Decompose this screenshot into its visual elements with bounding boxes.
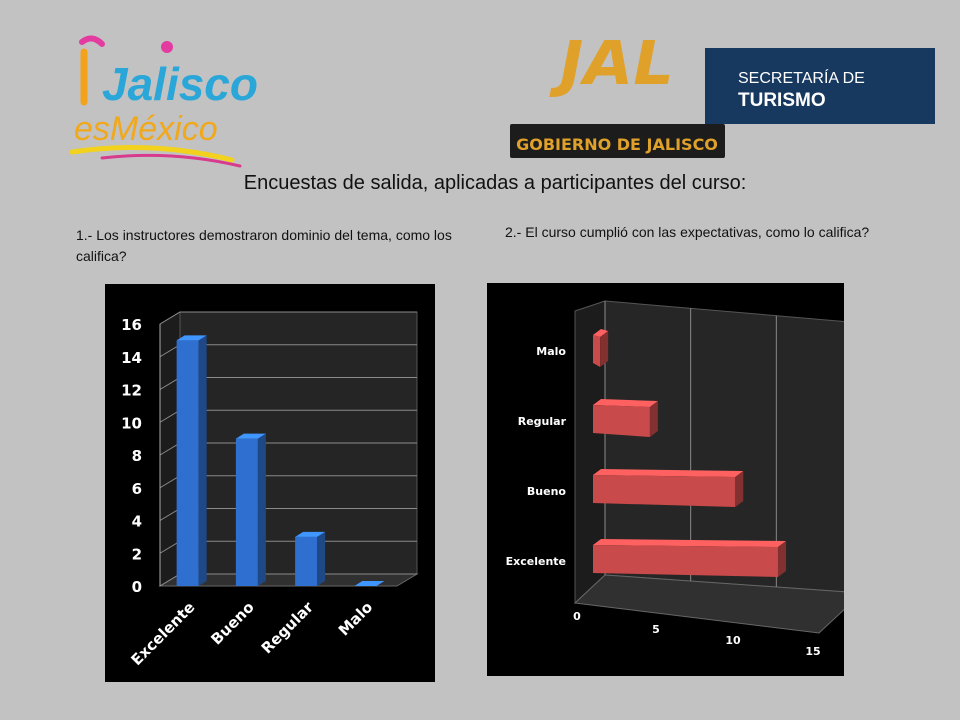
x-tick-label: 10 <box>725 634 741 647</box>
y-category-label: Regular <box>518 415 567 428</box>
y-tick-label: 10 <box>121 414 142 432</box>
x-tick-label: 15 <box>805 645 820 658</box>
chart-expectativas-svg: 0 5 10 15 Excelente Bueno Regular Malo <box>506 300 844 658</box>
logo-esmexico-text: esMéxico <box>74 110 218 148</box>
bar-malo <box>354 581 385 586</box>
bar-excelente <box>593 539 786 577</box>
gridline <box>159 311 417 325</box>
logo-jalisco-text: Jalisco <box>102 58 258 110</box>
y-tick-label: 12 <box>121 382 142 400</box>
x-category-label: Regular <box>258 598 318 658</box>
y-tick-label: 4 <box>132 513 142 531</box>
bar-top <box>235 433 266 439</box>
y-tick-label: 2 <box>132 545 142 563</box>
bar-front <box>593 545 778 577</box>
bar-bueno <box>235 433 266 586</box>
page-title: Encuestas de salida, aplicadas a partici… <box>243 172 747 194</box>
bar-front <box>593 335 601 367</box>
bar-top <box>593 399 658 407</box>
y-category-label: Bueno <box>527 485 567 498</box>
x-category-label: Excelente <box>128 598 199 669</box>
floor <box>573 574 844 634</box>
question-2: 2.- El curso cumplió con las expectativa… <box>505 224 870 240</box>
bar-front <box>593 475 736 507</box>
chart-expectativas: 0 5 10 15 Excelente Bueno Regular Malo <box>487 283 844 676</box>
bar-side <box>257 433 266 586</box>
logo-jal-mark: JAL <box>549 40 674 100</box>
y-category-label: Excelente <box>506 555 566 568</box>
y-tick-label: 8 <box>132 447 142 465</box>
x-tick-label: 5 <box>652 623 660 636</box>
chart-instructores-svg: 0 2 4 6 8 10 12 14 16 Excelente Bueno Regular Malo <box>121 311 419 669</box>
bar-front <box>593 405 650 437</box>
bar-side <box>198 335 207 586</box>
bar-side <box>735 471 744 507</box>
bar-front <box>295 536 318 586</box>
gobierno-jalisco-logo: SECRETARÍA DE TURISMO JAL GOBIERNO DE JA… <box>510 26 935 160</box>
logo-turismo-text: TURISMO <box>738 90 826 111</box>
x-tick-label: 0 <box>573 610 581 623</box>
bar-top <box>354 581 385 586</box>
bar-side <box>317 531 326 586</box>
bar-front <box>235 438 258 586</box>
logo-gobierno-text: GOBIERNO DE JALISCO <box>516 135 718 154</box>
bar-top <box>295 531 326 537</box>
y-tick-label: 6 <box>132 480 142 498</box>
x-category-label: Malo <box>335 598 376 639</box>
bar-bueno <box>593 469 744 507</box>
bar-side <box>649 401 658 437</box>
bar-top <box>593 329 609 337</box>
y-tick-label: 14 <box>121 349 142 367</box>
bar-malo <box>593 329 609 367</box>
bar-regular <box>593 399 658 437</box>
bar-top <box>593 469 744 477</box>
logo-secretaria-text: SECRETARÍA DE <box>738 68 865 87</box>
bar-top <box>593 539 786 547</box>
y-category-label: Malo <box>536 345 566 358</box>
question-1: 1.- Los instructores demostraron dominio… <box>76 227 452 264</box>
x-category-label: Bueno <box>207 598 257 648</box>
bar-side <box>600 331 609 367</box>
chart-instructores: 0 2 4 6 8 10 12 14 16 Excelente Bueno Regular Malo <box>105 284 435 682</box>
bar-front <box>176 340 199 586</box>
bar-regular <box>295 531 326 586</box>
y-tick-label: 0 <box>132 578 142 596</box>
bar-top <box>176 335 207 341</box>
jalisco-es-mexico-logo: Jalisco esMéxico <box>62 22 262 172</box>
y-tick-label: 16 <box>121 316 142 334</box>
bar-side <box>777 541 786 577</box>
bar-excelente <box>176 335 207 586</box>
